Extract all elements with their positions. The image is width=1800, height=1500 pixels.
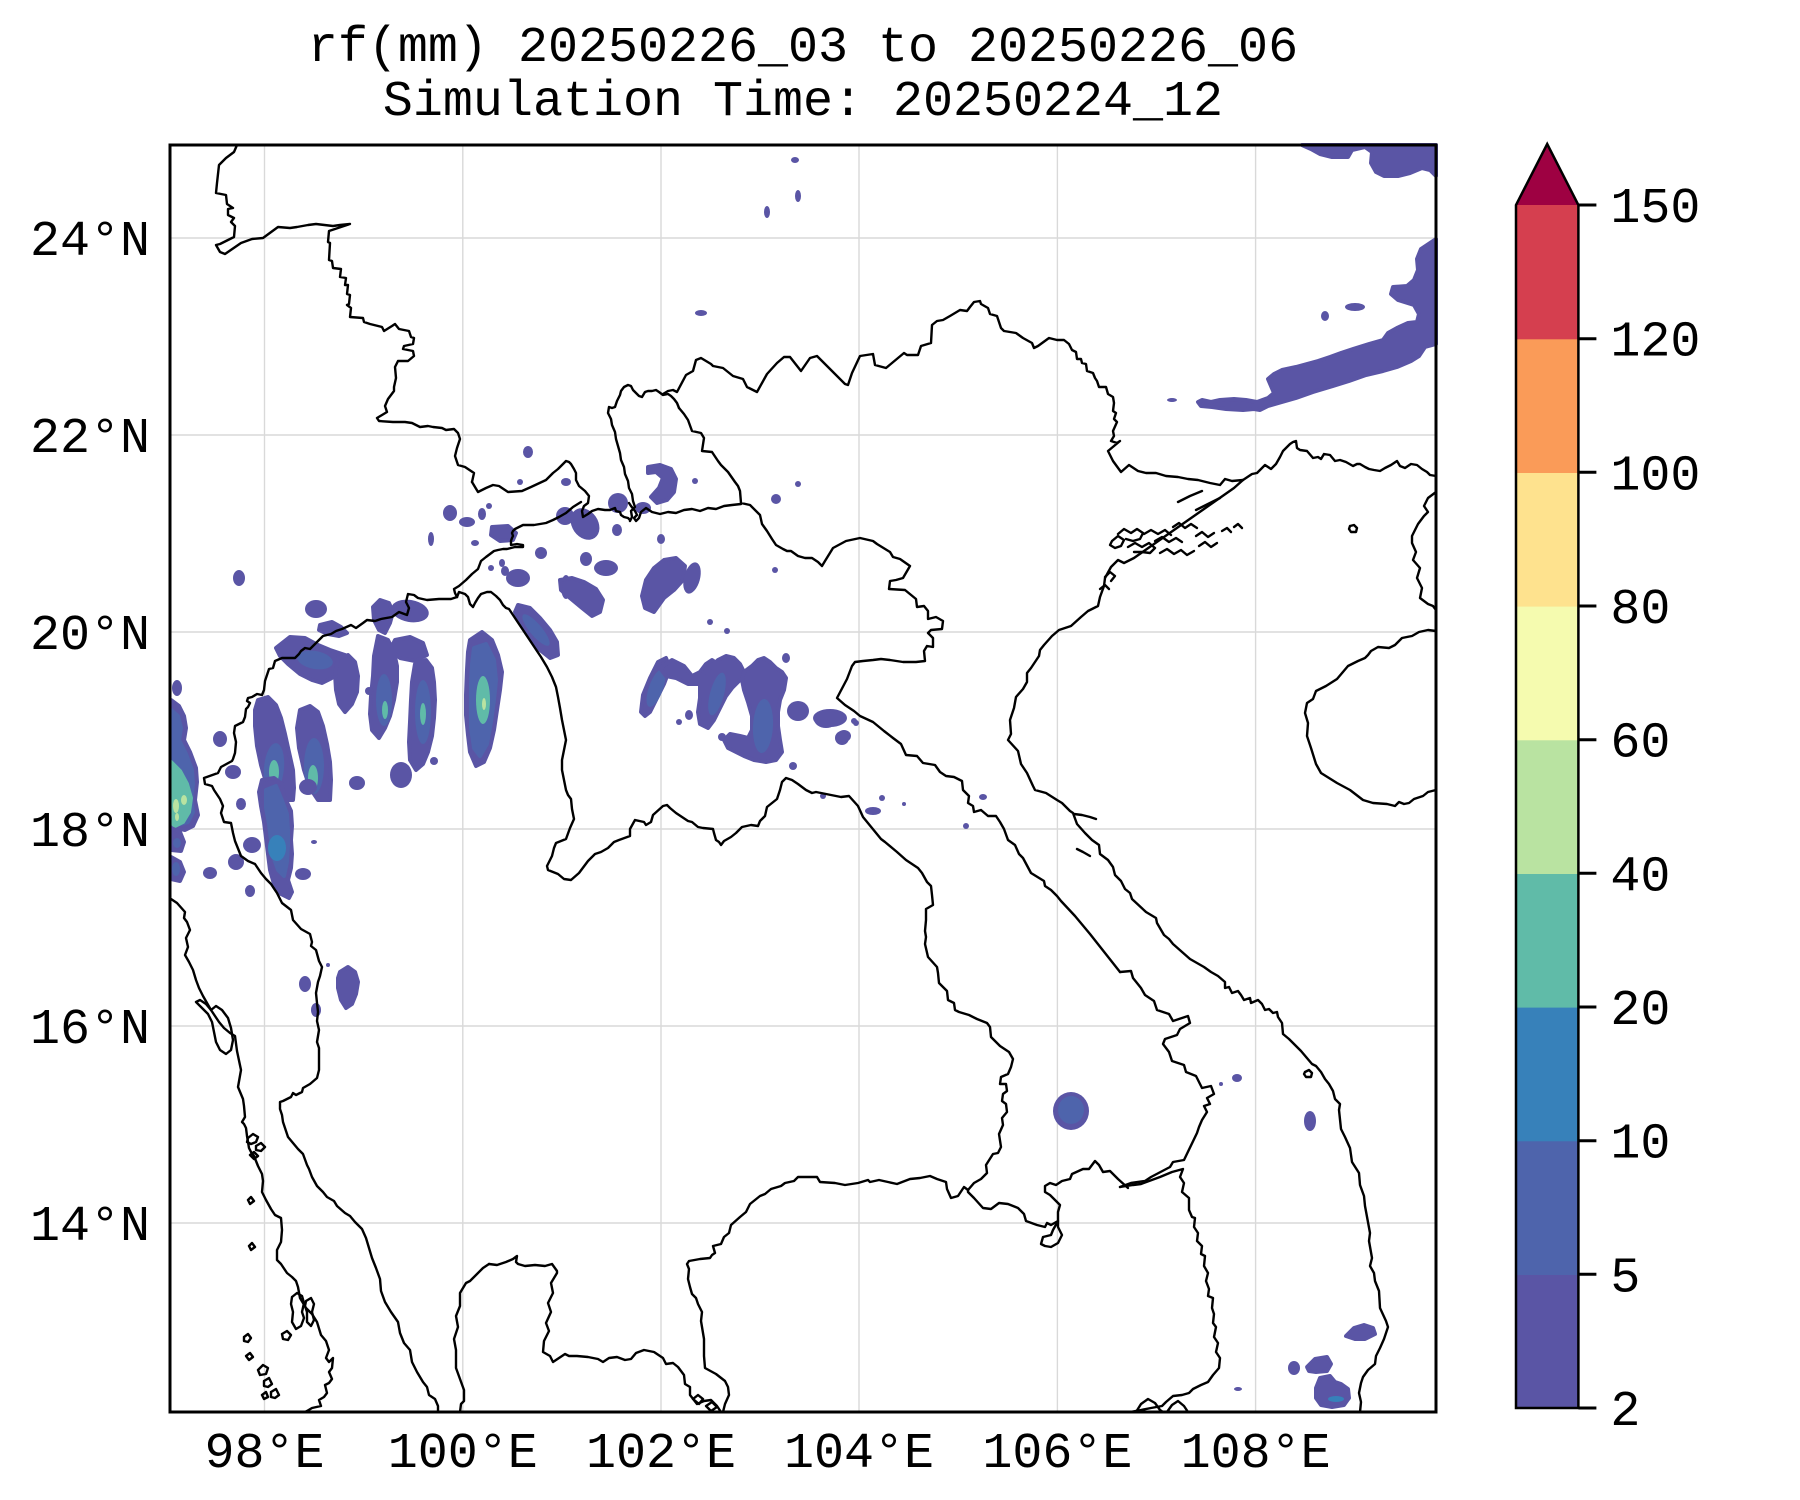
svg-text:80: 80 xyxy=(1610,582,1670,639)
svg-text:120: 120 xyxy=(1610,315,1700,372)
svg-text:100: 100 xyxy=(1610,448,1700,505)
svg-text:100°E: 100°E xyxy=(388,1426,538,1483)
svg-text:22°N: 22°N xyxy=(30,411,150,468)
svg-text:104°E: 104°E xyxy=(784,1426,934,1483)
svg-text:16°N: 16°N xyxy=(30,1002,150,1059)
svg-text:24°N: 24°N xyxy=(30,214,150,271)
svg-text:60: 60 xyxy=(1610,716,1670,773)
svg-text:98°E: 98°E xyxy=(204,1426,324,1483)
svg-text:20°N: 20°N xyxy=(30,608,150,665)
svg-text:10: 10 xyxy=(1610,1117,1670,1174)
svg-text:2: 2 xyxy=(1610,1384,1640,1441)
svg-text:5: 5 xyxy=(1610,1250,1640,1307)
svg-text:20: 20 xyxy=(1610,983,1670,1040)
svg-text:18°N: 18°N xyxy=(30,805,150,862)
svg-text:rf(mm) 20250226_03 to 20250226: rf(mm) 20250226_03 to 20250226_06 xyxy=(308,20,1298,77)
svg-text:106°E: 106°E xyxy=(982,1426,1132,1483)
svg-text:14°N: 14°N xyxy=(30,1199,150,1256)
svg-text:108°E: 108°E xyxy=(1181,1426,1331,1483)
svg-text:150: 150 xyxy=(1610,181,1700,238)
svg-text:Simulation Time: 20250224_12: Simulation Time: 20250224_12 xyxy=(383,74,1223,131)
svg-text:102°E: 102°E xyxy=(586,1426,736,1483)
svg-text:40: 40 xyxy=(1610,849,1670,906)
